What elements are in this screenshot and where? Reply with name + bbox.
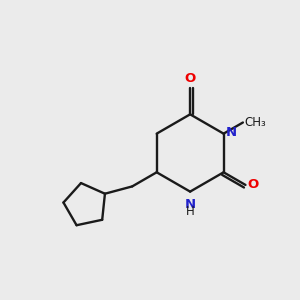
Text: N: N — [226, 126, 237, 139]
Text: CH₃: CH₃ — [244, 116, 266, 129]
Text: O: O — [184, 72, 196, 85]
Text: H: H — [186, 205, 194, 218]
Text: O: O — [247, 178, 259, 191]
Text: N: N — [184, 198, 196, 211]
